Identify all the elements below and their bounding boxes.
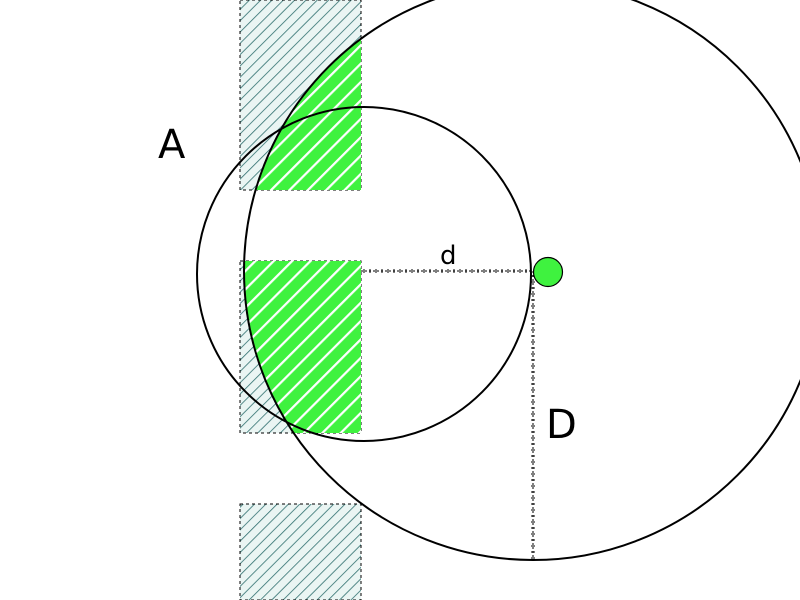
radius-label-D: D: [546, 402, 577, 448]
center-point: [532, 256, 564, 288]
radius-d-line: [361, 269, 533, 273]
strip-segment-bottom: [239, 503, 362, 600]
radius-D-line: [531, 271, 535, 560]
radius-label-d: d: [440, 241, 457, 271]
region-label-A: A: [158, 122, 186, 168]
small-circle: [196, 106, 532, 442]
